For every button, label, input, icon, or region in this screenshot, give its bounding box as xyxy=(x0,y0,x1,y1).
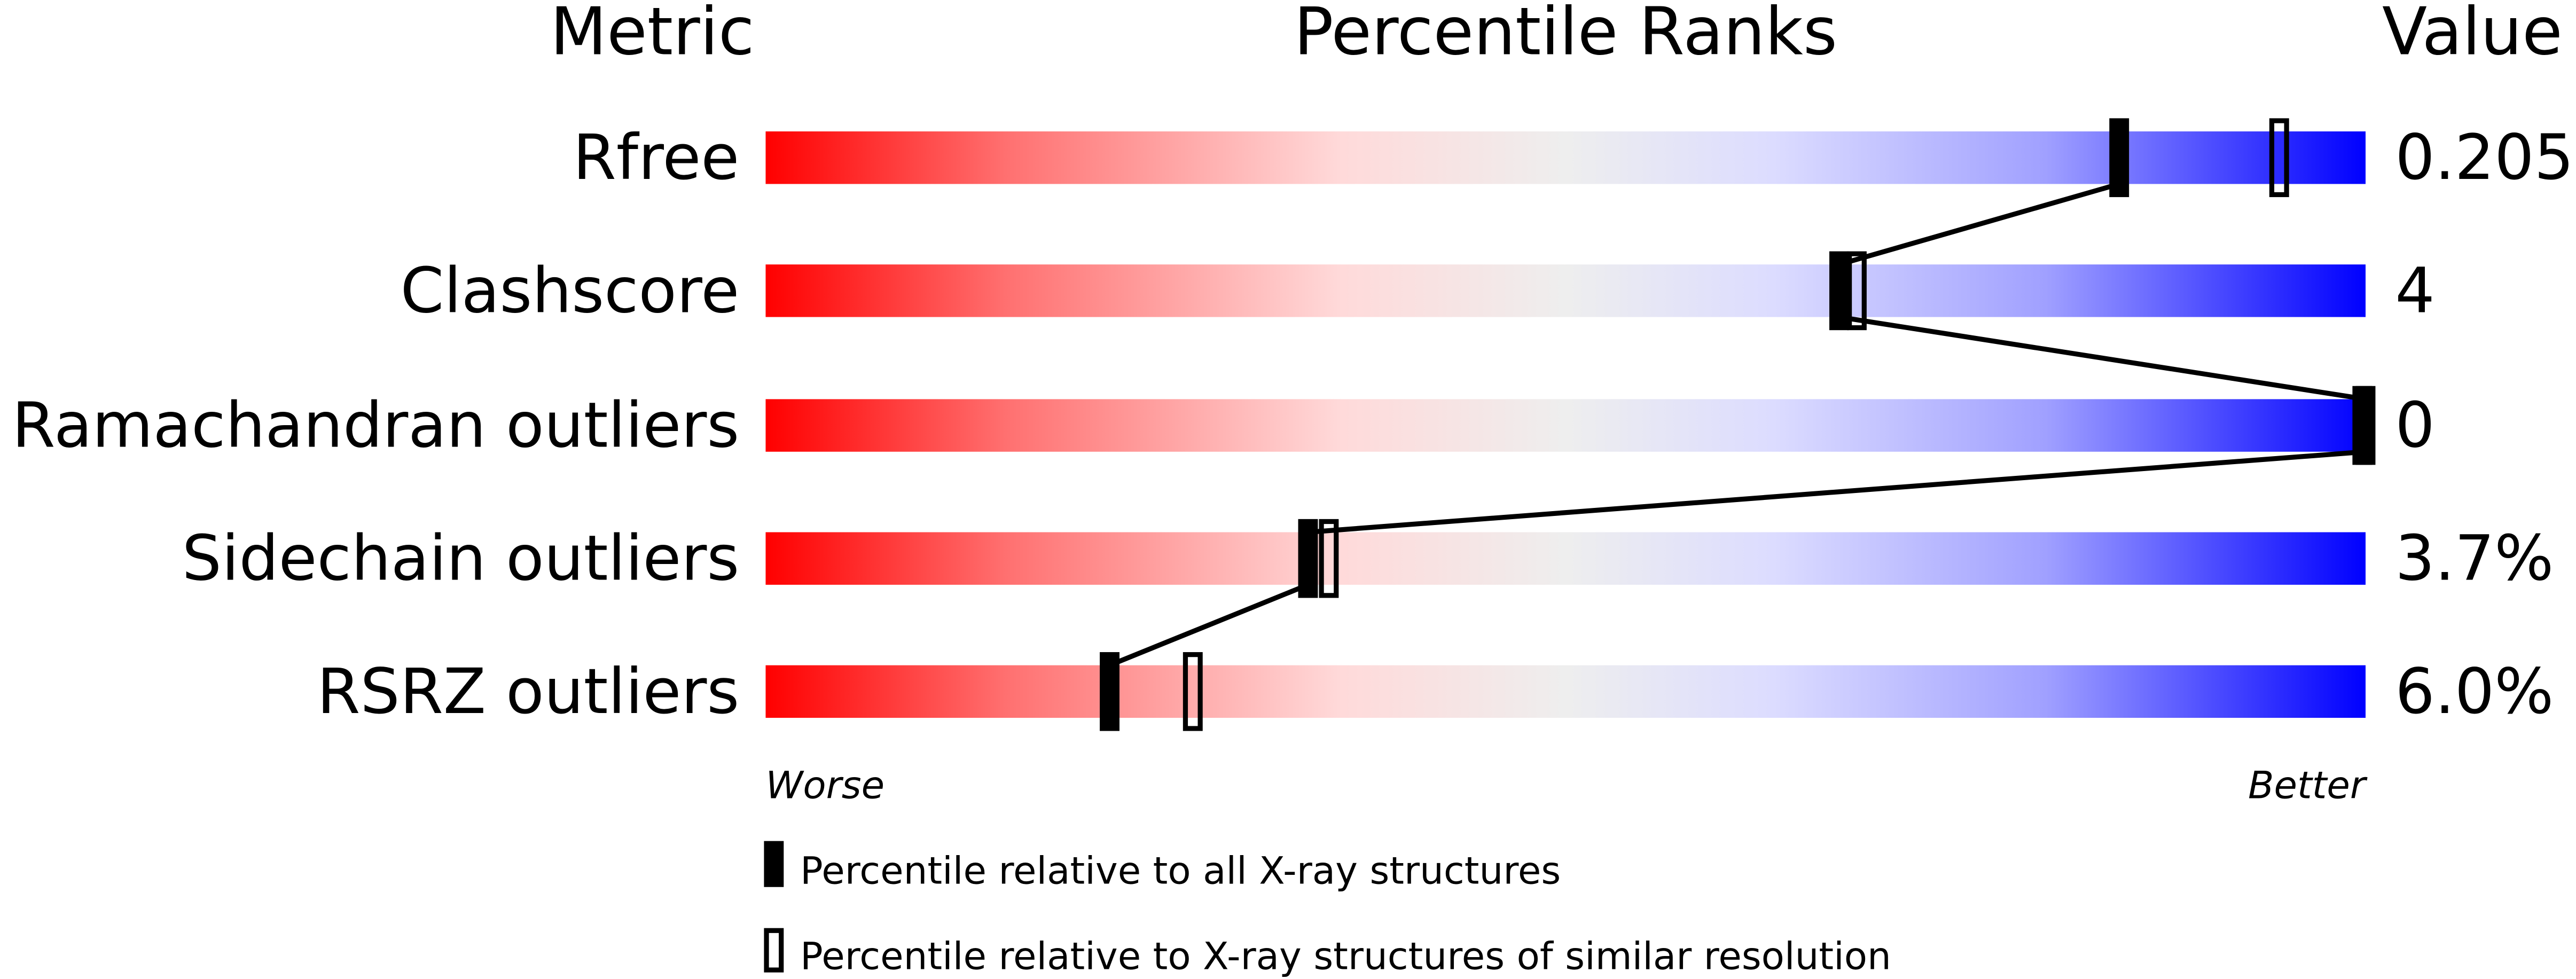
connector-line xyxy=(1307,449,2366,535)
metric-value: 0.205 xyxy=(2395,121,2574,194)
legend-filled-marker xyxy=(764,841,784,887)
legend-open-marker xyxy=(764,928,784,973)
marker-all-structures xyxy=(1100,652,1119,731)
marker-all-structures xyxy=(1829,251,1849,331)
metric-value: 6.0% xyxy=(2395,655,2554,728)
metric-label: Sidechain outliers xyxy=(182,522,739,595)
legend-label-similar: Percentile relative to X-ray structures … xyxy=(800,934,1891,978)
connector-line xyxy=(1838,182,2120,267)
marker-similar-resolution xyxy=(2269,118,2289,198)
percentile-bar xyxy=(765,264,2366,317)
legend-label-all: Percentile relative to all X-ray structu… xyxy=(800,849,1561,893)
metric-label: Clashscore xyxy=(401,254,740,327)
metric-label: Rfree xyxy=(573,121,740,194)
metric-label: Ramachandran outliers xyxy=(12,389,739,462)
header-metric: Metric xyxy=(550,0,754,70)
marker-all-structures xyxy=(2355,386,2376,465)
connector-line xyxy=(1838,315,2366,402)
percentile-bar xyxy=(765,399,2366,452)
marker-all-structures xyxy=(1298,519,1318,598)
header-value: Value xyxy=(2382,0,2563,70)
axis-label-better: Better xyxy=(2248,763,2368,808)
percentile-bar xyxy=(765,665,2366,718)
marker-similar-resolution xyxy=(1319,519,1339,598)
metric-label: RSRZ outliers xyxy=(317,655,739,728)
metric-value: 0 xyxy=(2395,389,2434,462)
marker-all-structures xyxy=(2109,118,2129,198)
connector-line xyxy=(1108,582,1309,668)
marker-similar-resolution xyxy=(1183,652,1203,731)
percentile-bar xyxy=(765,532,2366,585)
marker-similar-resolution xyxy=(1846,251,1867,331)
metric-value: 4 xyxy=(2395,254,2434,327)
metric-value: 3.7% xyxy=(2395,522,2554,595)
axis-label-worse: Worse xyxy=(765,763,884,808)
percentile-bar xyxy=(765,131,2366,184)
header-percentile-ranks: Percentile Ranks xyxy=(1294,0,1837,70)
